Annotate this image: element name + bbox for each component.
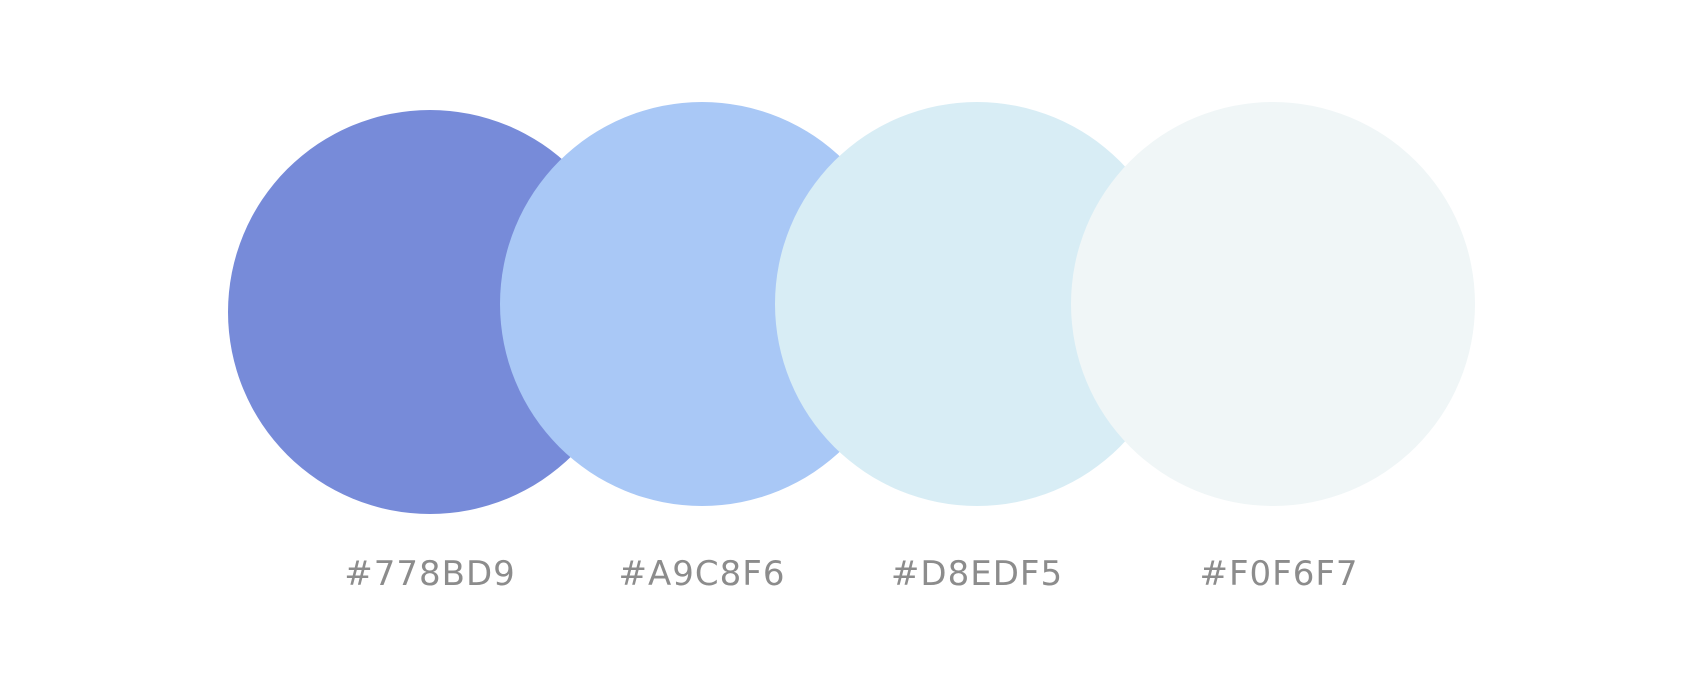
hex-label-1: #778BD9 (344, 554, 516, 594)
hex-label-4: #F0F6F7 (1199, 554, 1359, 594)
color-swatch-4 (1071, 102, 1475, 506)
hex-label-3: #D8EDF5 (890, 554, 1064, 594)
hex-label-2: #A9C8F6 (618, 554, 786, 594)
